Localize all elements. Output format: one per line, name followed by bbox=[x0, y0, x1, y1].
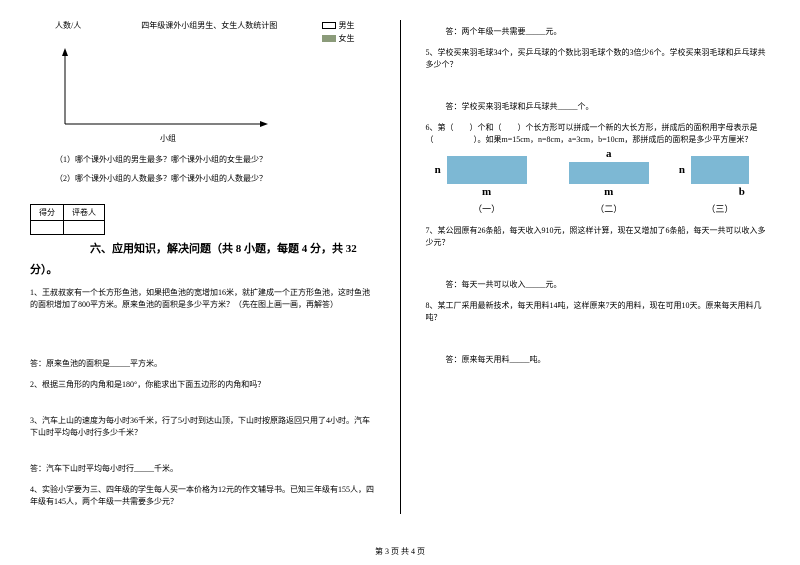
page-footer: 第 3 页 共 4 页 bbox=[0, 546, 800, 557]
rect3-caption: （三） bbox=[691, 202, 749, 215]
rect-1: n m （一） bbox=[447, 156, 527, 215]
problem-5: 5、学校买来羽毛球34个，买乒乓球的个数比羽毛球个数的3倍少6个。学校买来羽毛球… bbox=[426, 47, 771, 71]
section6-title: 六、应用知识，解决问题（共 8 小题，每题 4 分，共 32 bbox=[90, 240, 375, 256]
legend-box-girls bbox=[322, 35, 336, 42]
rect2-top: a bbox=[606, 148, 612, 160]
score-col1: 得分 bbox=[31, 205, 64, 221]
answer-4: 答：两个年级一共需要_____元。 bbox=[446, 26, 771, 37]
answer-8: 答：原来每天用料_____吨。 bbox=[446, 354, 771, 365]
legend-box-boys bbox=[322, 22, 336, 29]
y-axis-label: 人数/人 bbox=[55, 20, 81, 31]
rects-row: n m （一） a m （二） n b （三） bbox=[426, 156, 771, 215]
problem-7: 7、某公园原有26条船，每天收入910元，照这样计算，现在又增加了6条船，每天一… bbox=[426, 225, 771, 249]
problem-2: 2、根据三角形的内角和是180°，你能求出下面五边形的内角和吗？ bbox=[30, 379, 375, 391]
problem-1: 1、王叔叔家有一个长方形鱼池，如果把鱼池的宽增加16米，就扩建成一个正方形鱼池，… bbox=[30, 287, 375, 311]
chart-title: 四年级课外小组男生、女生人数统计图 bbox=[141, 20, 277, 31]
legend-label-boys: 男生 bbox=[339, 20, 355, 31]
legend-label-girls: 女生 bbox=[339, 33, 355, 44]
section6-title2: 分）。 bbox=[30, 261, 375, 277]
rect2-caption: （二） bbox=[569, 202, 649, 215]
rect2-bottom: m bbox=[569, 186, 649, 198]
answer-5: 答：学校买来羽毛球和乒乓球共_____个。 bbox=[446, 101, 771, 112]
right-column: 答：两个年级一共需要_____元。 5、学校买来羽毛球34个，买乒乓球的个数比羽… bbox=[426, 20, 771, 514]
rect-2: a m （二） bbox=[569, 156, 649, 215]
rect1-left: n bbox=[435, 164, 441, 176]
rect1-caption: （一） bbox=[447, 202, 527, 215]
problem-8: 8、某工厂采用最新技术，每天用料14吨，这样原来7天的用料，现在可用10天。原来… bbox=[426, 300, 771, 324]
problem-4: 4、实验小学要为三、四年级的学生每人买一本价格为12元的作文辅导书。已知三年级有… bbox=[30, 484, 375, 508]
score-col2: 评卷人 bbox=[64, 205, 105, 221]
x-axis-label: 小组 bbox=[160, 133, 375, 144]
rect3-left: n bbox=[679, 164, 685, 176]
rect1-bottom: m bbox=[447, 186, 527, 198]
rect3-bottom: b bbox=[691, 186, 749, 198]
problem-6: 6、第（ ）个和（ ）个长方形可以拼成一个新的大长方形，拼成后的面积用字母表示是… bbox=[426, 122, 771, 146]
chart-q2: （2）哪个课外小组的人数最多？哪个课外小组的人数最少？ bbox=[55, 173, 375, 184]
answer-3: 答：汽车下山时平均每小时行_____千米。 bbox=[30, 463, 375, 474]
column-divider bbox=[400, 20, 401, 514]
chart-axes bbox=[55, 46, 275, 131]
left-column: 人数/人 四年级课外小组男生、女生人数统计图 男生 女生 bbox=[30, 20, 375, 514]
answer-7: 答：每天一共可以收入_____元。 bbox=[446, 279, 771, 290]
rect-3: n b （三） bbox=[691, 156, 749, 215]
problem-3: 3、汽车上山的速度为每小时36千米，行了5小时到达山顶，下山时按原路返回只用了4… bbox=[30, 415, 375, 439]
legend: 男生 女生 bbox=[322, 20, 355, 46]
score-table: 得分 评卷人 bbox=[30, 204, 105, 235]
answer-1: 答：原来鱼池的面积是_____平方米。 bbox=[30, 358, 375, 369]
chart-q1: （1）哪个课外小组的男生最多？哪个课外小组的女生最少？ bbox=[55, 154, 375, 165]
chart-area: 人数/人 四年级课外小组男生、女生人数统计图 男生 女生 bbox=[30, 20, 375, 144]
